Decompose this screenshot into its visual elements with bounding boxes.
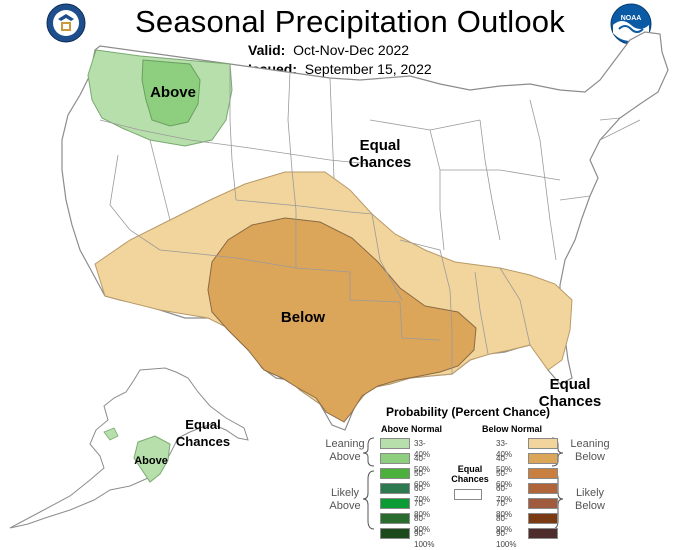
legend-above-label-1: 40-50%: [414, 454, 431, 474]
legend-above-label-3: 60-70%: [414, 484, 431, 504]
legend-above-label-5: 80-90%: [414, 514, 431, 534]
valid-value: Oct-Nov-Dec 2022: [293, 42, 410, 58]
legend-below-swatch-6: [528, 528, 558, 539]
legend-above-label-6: 90-100%: [414, 529, 435, 549]
page-title: Seasonal Precipitation Outlook: [135, 4, 565, 39]
legend-above-label-2: 50-60%: [414, 469, 431, 489]
label-equal-central: Equal Chances: [348, 137, 412, 171]
label-above-northwest: Above: [150, 84, 196, 101]
legend-above-header: Above Normal: [381, 424, 443, 434]
legend-equal-chances-label: Equal Chances: [451, 464, 489, 484]
legend-above-swatch-1: [380, 453, 410, 464]
legend-below-label-3: 60-70%: [496, 484, 513, 504]
below-40-50-area: [207, 217, 477, 423]
legend-below-swatch-5: [528, 513, 558, 524]
legend-above-swatch-3: [380, 483, 410, 494]
legend-below-label-4: 70-80%: [496, 499, 513, 519]
label-equal-alaska: Equal Chances: [175, 417, 231, 449]
legend-leaning-above: Leaning Above: [325, 438, 365, 463]
legend-likely-above: Likely Above: [329, 487, 361, 512]
alaska-above-islands: [103, 427, 119, 441]
label-below-south: Below: [280, 309, 326, 326]
legend-below-header: Below Normal: [482, 424, 543, 434]
above-40-50-area: [141, 59, 201, 127]
legend-below-swatch-3: [528, 483, 558, 494]
legend-title: Probability (Percent Chance): [386, 405, 551, 419]
legend-below-label-1: 40-50%: [496, 454, 513, 474]
legend-below-swatch-4: [528, 498, 558, 509]
legend-below-label-6: 90-100%: [496, 529, 517, 549]
legend-below-label-0: 33-40%: [496, 439, 513, 459]
legend-below-label-5: 80-90%: [496, 514, 513, 534]
noaa-logo-text: NOAA: [621, 15, 642, 22]
legend-leaning-below: Leaning Below: [570, 438, 610, 463]
legend-above-swatch-0: [380, 438, 410, 449]
legend-likely-below: Likely Below: [575, 487, 605, 512]
issued-value: September 15, 2022: [304, 61, 432, 77]
legend-below-swatch-0: [528, 438, 558, 449]
legend-bracket-above: [362, 437, 375, 530]
legend-above-label-0: 33-40%: [414, 439, 431, 459]
commerce-seal-icon: [46, 3, 86, 43]
alaska-outline: [9, 367, 249, 529]
state-boundaries: [99, 64, 641, 374]
legend-above-swatch-4: [380, 498, 410, 509]
valid-line: Valid: Oct-Nov-Dec 2022: [248, 42, 409, 58]
legend-above-swatch-6: [380, 528, 410, 539]
alaska-above-area: [133, 435, 171, 483]
legend-below-swatch-1: [528, 453, 558, 464]
legend-equal-chances-swatch: [454, 489, 482, 500]
label-equal-southeast: Equal Chances: [538, 376, 602, 410]
legend-above-swatch-2: [380, 468, 410, 479]
legend-above-label-4: 70-80%: [414, 499, 431, 519]
label-above-alaska: Above: [134, 455, 168, 467]
legend-above-swatch-5: [380, 513, 410, 524]
valid-label: Valid:: [248, 42, 286, 58]
legend-below-label-2: 50-60%: [496, 469, 513, 489]
legend-below-swatch-2: [528, 468, 558, 479]
